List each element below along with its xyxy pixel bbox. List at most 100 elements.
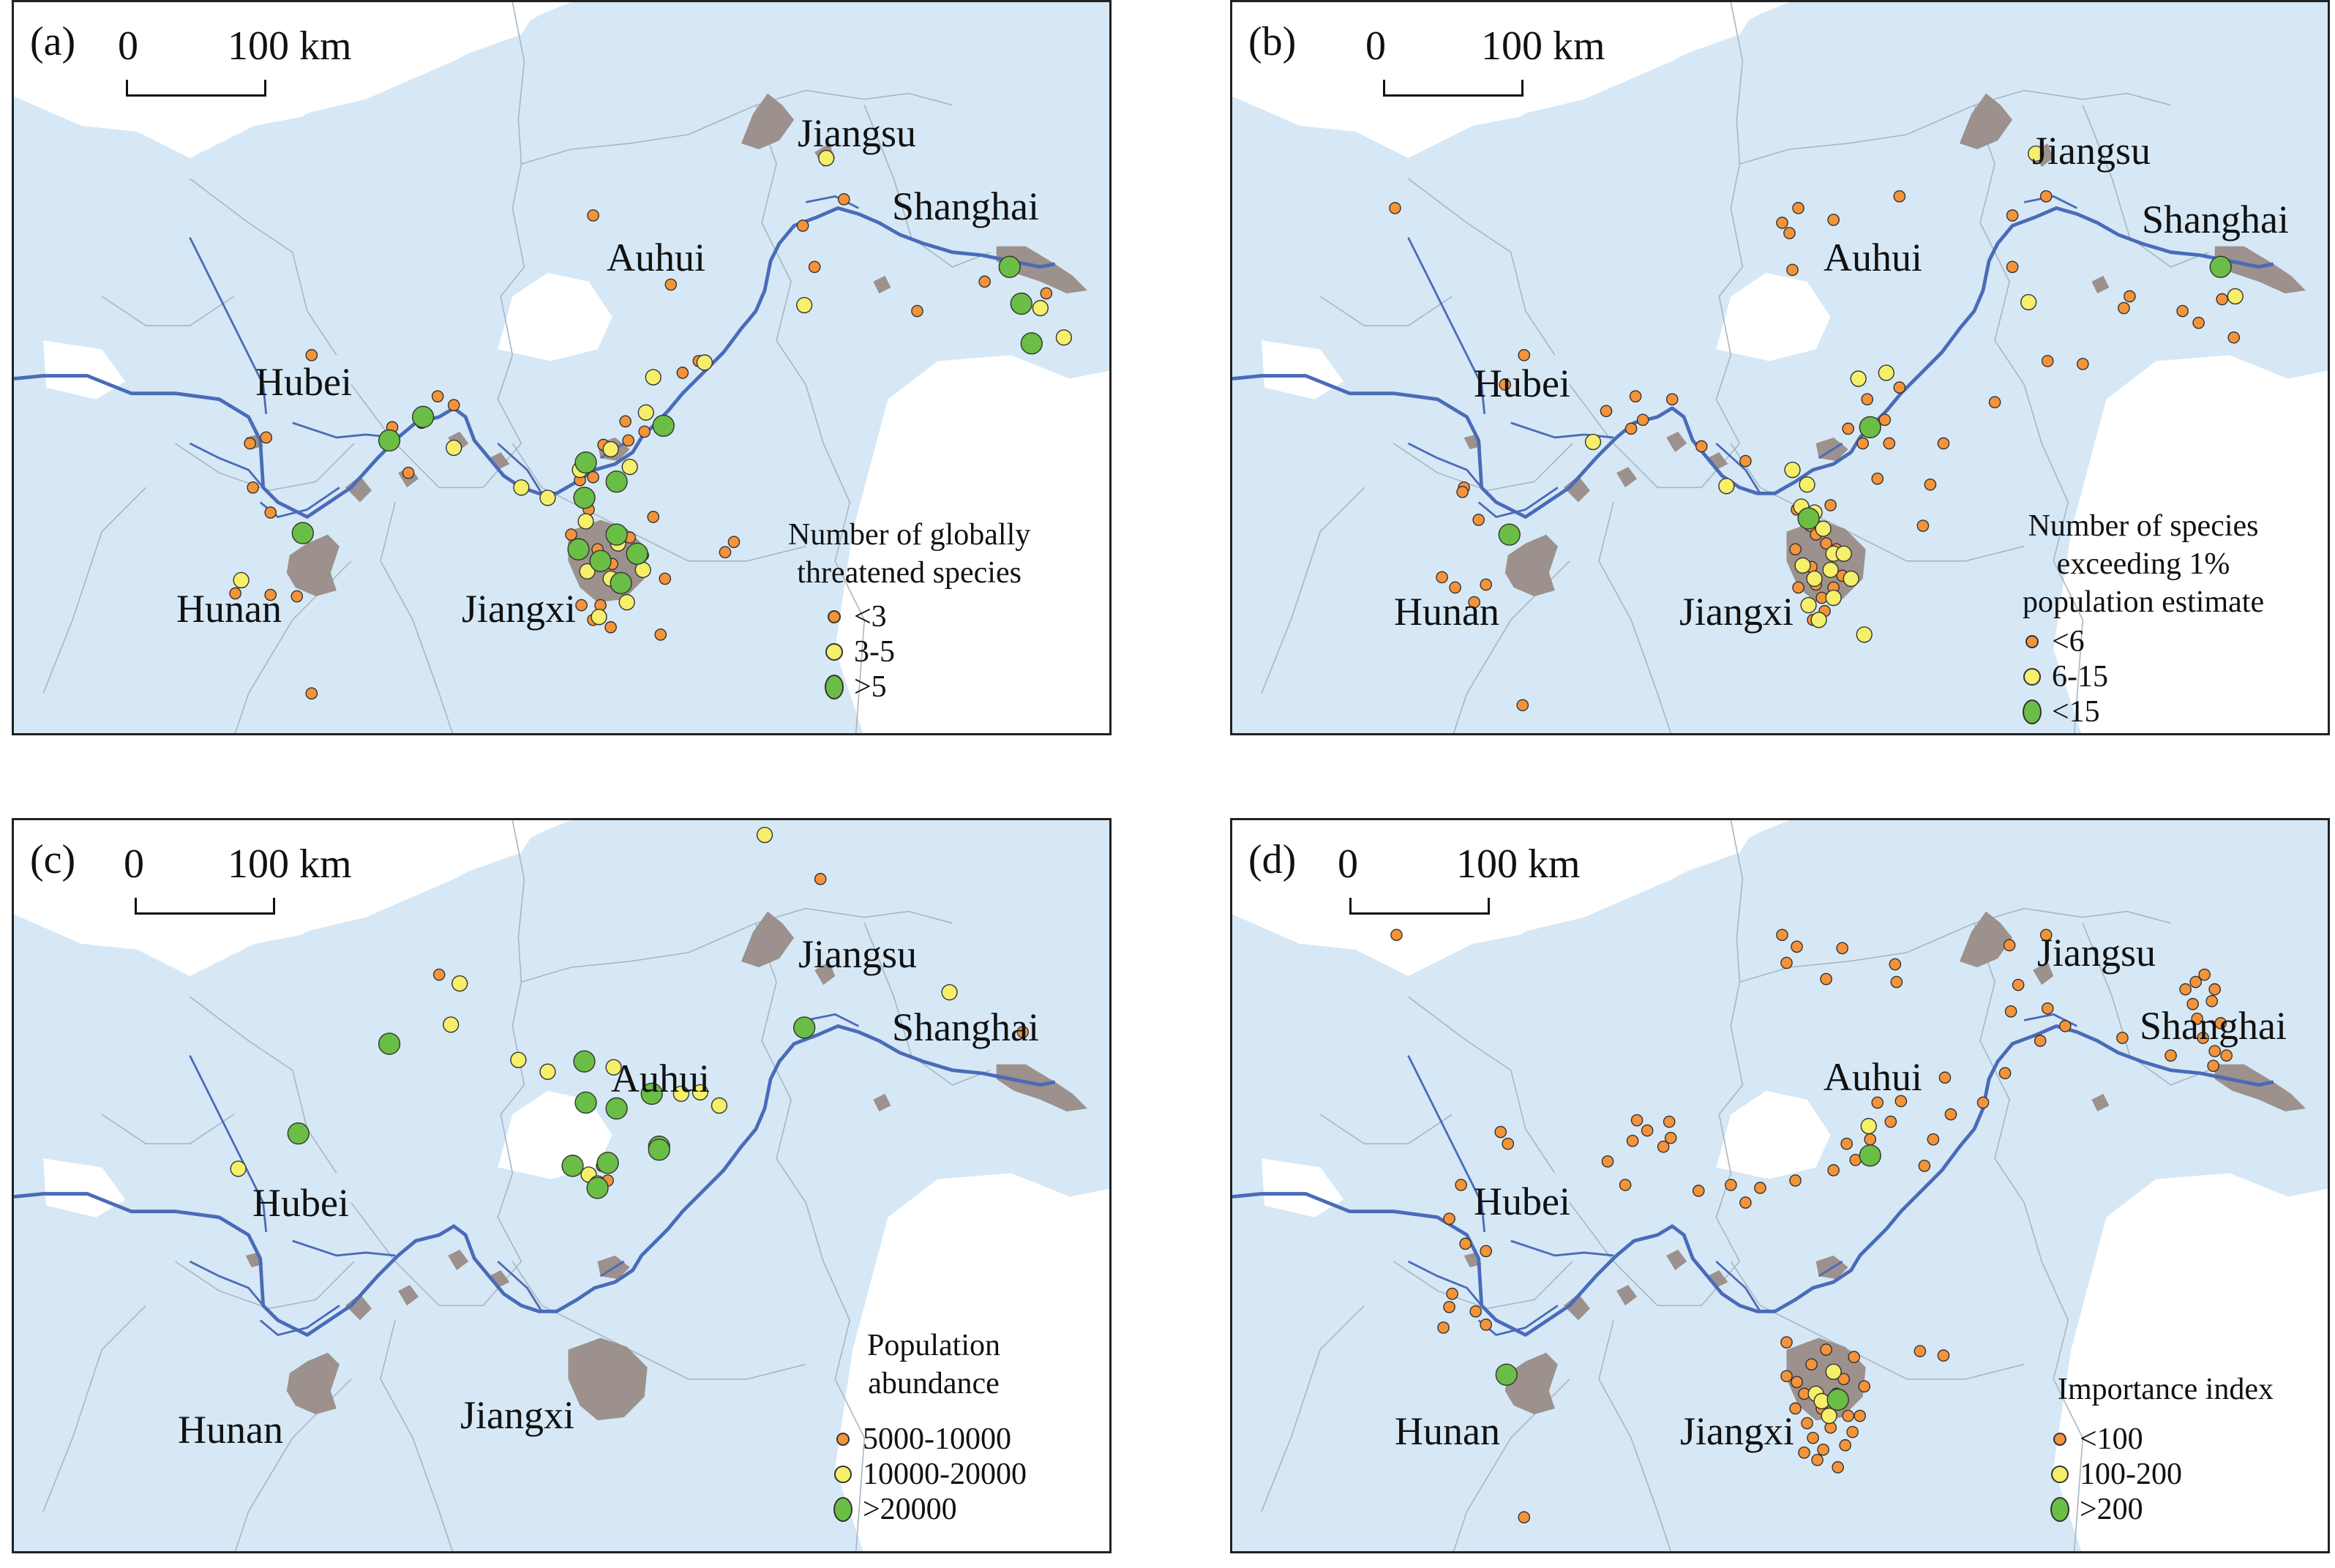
site-small <box>1389 202 1401 214</box>
legend-title-line: abundance <box>868 1367 1000 1400</box>
province-boundary <box>1715 2 1744 444</box>
site-small <box>1837 1373 1850 1386</box>
site-small <box>1494 1125 1507 1139</box>
scale-bar <box>1349 898 1490 915</box>
site-large <box>605 470 628 493</box>
site-small <box>2214 1017 2227 1029</box>
legend-label: >5 <box>854 670 887 704</box>
site-small <box>1883 437 1896 450</box>
lake <box>448 1249 469 1271</box>
site-large <box>1797 507 1820 530</box>
site-small <box>1626 1134 1639 1147</box>
site-small <box>1518 1511 1531 1524</box>
site-small <box>1459 1237 1472 1250</box>
site-small <box>1641 1124 1654 1137</box>
lake <box>1504 1352 1558 1415</box>
province-boundary <box>189 996 337 1174</box>
province-boundary <box>755 105 866 733</box>
province-boundary <box>511 443 806 562</box>
river <box>1407 442 1483 489</box>
site-small <box>1455 1179 1467 1191</box>
site-medium <box>230 1160 247 1177</box>
site-small <box>1776 929 1788 942</box>
site-small <box>1937 1349 1950 1362</box>
site-small <box>676 367 689 379</box>
site-medium <box>446 439 462 457</box>
site-medium <box>1822 561 1839 579</box>
site-small <box>1480 578 1493 591</box>
site-small <box>1938 1071 1952 1084</box>
river <box>14 1024 1056 1337</box>
province-boundary <box>174 443 355 492</box>
province-boundary <box>1407 178 1556 356</box>
lake <box>996 246 1087 293</box>
site-medium <box>1850 370 1867 387</box>
site-small <box>1518 349 1531 361</box>
river <box>189 442 264 489</box>
scale-bar-label: 100 km <box>1456 841 1581 887</box>
province-label-jiangsu: Jiangsu <box>2032 129 2151 173</box>
site-large <box>589 549 612 572</box>
site-small <box>1807 1431 1819 1444</box>
site-small <box>1944 1108 1957 1121</box>
river <box>1510 421 1614 439</box>
site-small <box>1820 972 1832 986</box>
legend-label: 100-200 <box>2080 1458 2182 1491</box>
site-small <box>727 536 741 549</box>
outside-area <box>187 820 542 944</box>
site-small <box>638 425 651 438</box>
site-small <box>2192 316 2205 329</box>
site-small <box>978 275 991 288</box>
province-boundary <box>1598 502 1672 733</box>
province-label-hunan: Hunan <box>1394 590 1499 634</box>
site-small <box>814 873 827 885</box>
site-small <box>1789 1402 1802 1415</box>
province-boundary <box>42 487 146 694</box>
site-small <box>1664 1131 1677 1144</box>
legend-title-line: exceeding 1% <box>2056 547 2230 581</box>
outside-area <box>2053 355 2328 733</box>
site-medium <box>1860 1117 1877 1135</box>
site-small <box>1820 1343 1832 1356</box>
site-small <box>2198 968 2211 981</box>
site-small <box>1884 1115 1897 1128</box>
lake <box>2214 246 2306 293</box>
panel-letter: (a) <box>30 19 76 64</box>
province-label-hunan: Hunan <box>1395 1409 1500 1453</box>
site-small <box>2124 290 2136 303</box>
site-small <box>1437 1321 1450 1334</box>
site-small <box>1878 413 1892 427</box>
river <box>599 1260 625 1278</box>
scale-bar <box>135 898 275 915</box>
site-small <box>1791 940 1803 953</box>
site-small <box>654 628 667 641</box>
site-small <box>1472 514 1485 526</box>
province-label-hubei: Hubei <box>1474 361 1570 405</box>
site-medium <box>618 593 635 611</box>
site-medium <box>1718 478 1735 495</box>
legend-symbol-small <box>2053 1433 2066 1446</box>
site-small <box>1776 217 1788 229</box>
site-large <box>610 571 632 595</box>
legend-item: 3-5 <box>825 634 1030 669</box>
outside-area <box>187 2 542 126</box>
river <box>497 1260 543 1313</box>
lake <box>489 1270 510 1288</box>
legend-item: >5 <box>825 669 1030 705</box>
site-small <box>1792 202 1804 214</box>
scale-bar-label: 100 km <box>1481 23 1605 69</box>
site-small <box>1449 581 1461 594</box>
river <box>1818 442 1843 459</box>
site-medium <box>2028 145 2044 162</box>
province-boundary <box>1739 907 2171 983</box>
site-small <box>2208 1045 2221 1057</box>
map-legend: Number of species exceeding 1% populatio… <box>2023 507 2264 729</box>
site-small <box>587 209 599 222</box>
site-small <box>2041 1002 2054 1015</box>
lake <box>2091 1093 2110 1111</box>
lake <box>286 1352 340 1415</box>
site-small <box>1469 1305 1482 1318</box>
lake <box>873 275 891 293</box>
site-small <box>1914 1345 1927 1357</box>
lake <box>286 534 340 597</box>
